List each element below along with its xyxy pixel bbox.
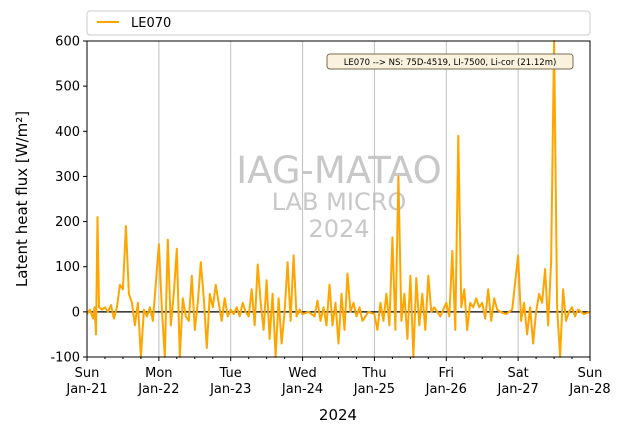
annotation-text: LE070 --> NS: 75D-4519, LI-7500, Li-cor … xyxy=(344,58,557,68)
annotation-frame xyxy=(326,53,574,70)
x-tick-label-day: Mon xyxy=(145,366,172,381)
x-tick-label-day: Tue xyxy=(219,366,242,381)
y-tick-label: 200 xyxy=(55,215,80,230)
y-tick-label: 600 xyxy=(55,35,80,50)
x-tick-label-date: Jan-28 xyxy=(568,382,610,397)
x-tick-label-date: Jan-26 xyxy=(425,382,467,397)
x-tick-label-date: Jan-27 xyxy=(497,382,539,397)
x-tick-label-day: Sun xyxy=(578,366,603,381)
x-tick-label-date: Jan-22 xyxy=(137,382,179,397)
x-tick-label-date: Jan-21 xyxy=(65,382,107,397)
x-tick-label-date: Jan-24 xyxy=(281,382,323,397)
x-tick-label-date: Jan-23 xyxy=(209,382,251,397)
x-axis: SunJan-21MonJan-22TueJan-23WedJan-24ThuJ… xyxy=(65,357,611,397)
y-tick-label: 0 xyxy=(72,305,80,320)
watermark-line-2: LAB MICRO xyxy=(272,188,407,216)
y-tick-label: 500 xyxy=(55,80,80,95)
x-axis-label: 2024 xyxy=(319,406,357,424)
legend: LE070 xyxy=(86,10,591,36)
x-tick-label-day: Sun xyxy=(75,366,100,381)
watermark-line-3: 2024 xyxy=(308,215,369,243)
x-tick-label-day: Sat xyxy=(507,366,528,381)
y-axis-label: Latent heat flux [W/m²] xyxy=(13,111,31,287)
legend-label: LE070 xyxy=(131,16,171,31)
y-tick-label: 400 xyxy=(55,125,80,140)
y-tick-label: 100 xyxy=(55,260,80,275)
x-tick-label-day: Thu xyxy=(361,366,386,381)
x-tick-label-day: Fri xyxy=(439,366,455,381)
y-tick-label: -100 xyxy=(50,351,80,366)
x-tick-label-date: Jan-25 xyxy=(353,382,395,397)
legend-frame xyxy=(86,10,591,36)
watermark: IAG-MATAO LAB MICRO 2024 xyxy=(236,149,441,243)
y-axis: -100 0 100 200 300 400 500 600 xyxy=(50,35,87,366)
y-tick-label: 300 xyxy=(55,170,80,185)
series-line-le070 xyxy=(86,40,591,358)
annotation-box: LE070 --> NS: 75D-4519, LI-7500, Li-cor … xyxy=(326,53,574,70)
watermark-line-1: IAG-MATAO xyxy=(236,149,441,192)
x-tick-label-day: Wed xyxy=(288,366,316,381)
